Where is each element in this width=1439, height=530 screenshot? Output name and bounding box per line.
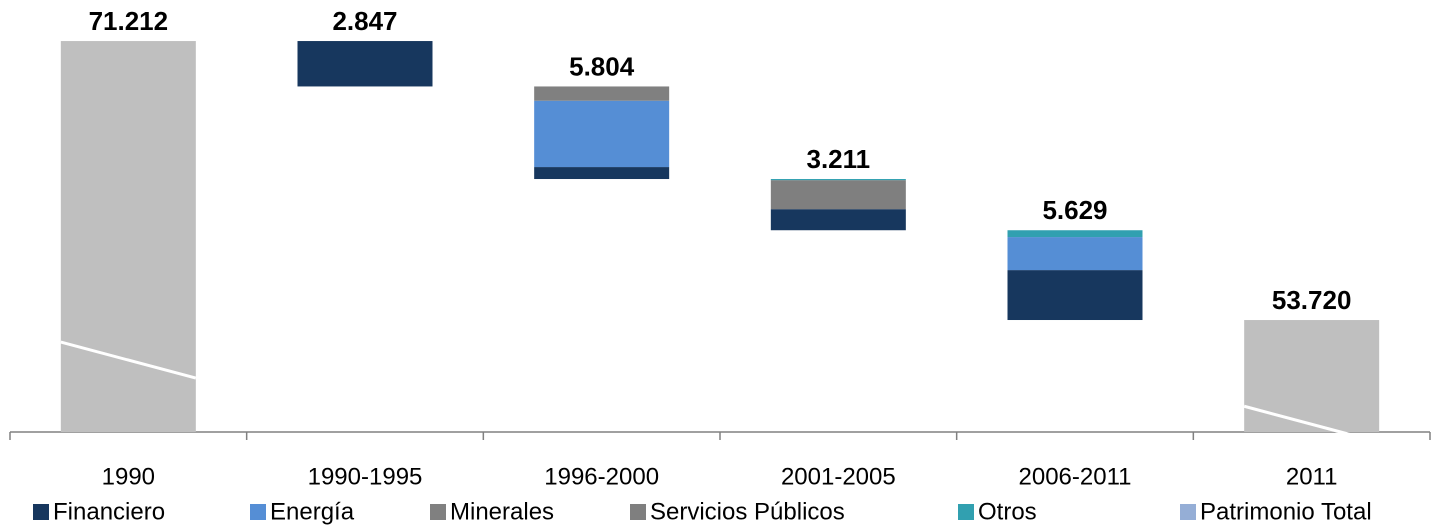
legend-label: Servicios Públicos — [650, 498, 845, 525]
legend-label: Energía — [270, 498, 355, 525]
bar-segment — [770, 179, 906, 181]
total-bar — [1244, 320, 1380, 432]
legend-swatch — [630, 504, 646, 520]
legend-label: Financiero — [53, 498, 165, 525]
legend-label: Patrimonio Total — [1200, 498, 1372, 525]
legend-swatch — [33, 504, 49, 520]
value-label: 3.211 — [807, 144, 871, 174]
x-tick-label: 2001-2005 — [781, 463, 896, 490]
axis-break — [60, 340, 197, 380]
legend-swatch — [250, 504, 266, 520]
axis-break — [1243, 404, 1380, 444]
value-label: 71.212 — [89, 6, 169, 36]
bar-segment — [1007, 230, 1143, 238]
value-label: 5.804 — [569, 51, 635, 81]
bar-segment — [1007, 237, 1143, 271]
value-label: 2.847 — [332, 6, 397, 36]
bar-segment — [770, 209, 906, 231]
legend-label: Minerales — [450, 498, 554, 525]
x-tick-label: 1990-1995 — [308, 463, 423, 490]
bar-segment — [534, 167, 670, 180]
value-label: 5.629 — [1042, 195, 1107, 225]
total-bar — [60, 41, 196, 433]
legend-swatch — [430, 504, 446, 520]
x-tick-label: 2011 — [1286, 463, 1338, 490]
legend-swatch — [958, 504, 974, 520]
bar-segment — [534, 100, 670, 168]
value-label: 53.720 — [1272, 285, 1352, 315]
legend-swatch — [1180, 504, 1196, 520]
legend-label: Otros — [978, 498, 1037, 525]
bar-segment — [1007, 270, 1143, 321]
x-tick-label: 1996-2000 — [544, 463, 659, 490]
bar-segment — [534, 86, 670, 101]
bar-segment — [297, 41, 433, 87]
x-tick-label: 1990 — [102, 463, 155, 490]
x-tick-label: 2006-2011 — [1019, 463, 1132, 490]
bar-segment — [770, 180, 906, 210]
